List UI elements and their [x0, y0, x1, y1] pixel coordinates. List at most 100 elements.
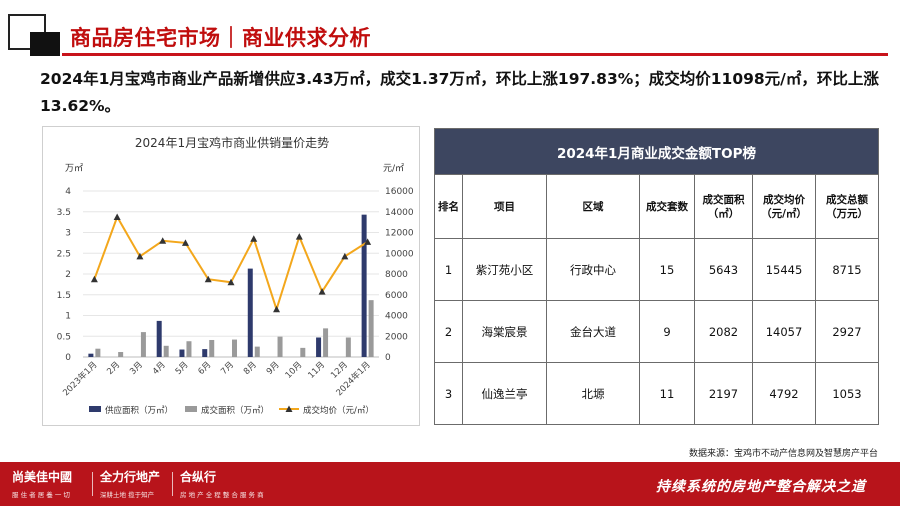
x-tick-label: 11月	[306, 360, 327, 381]
right-tick-label: 12000	[385, 229, 414, 239]
sales-bar	[118, 352, 124, 357]
x-tick-label: 6月	[196, 360, 213, 377]
table-row: 2 海棠宸景 金台大道 9 2082 14057 2927	[434, 300, 879, 363]
summary-text: 2024年1月宝鸡市商业产品新增供应3.43万㎡，成交1.37万㎡，环比上涨19…	[40, 70, 879, 115]
data-source-note: 数据来源：宝鸡市不动产信息网及智慧房产平台	[688, 449, 878, 459]
right-axis-unit: 元/㎡	[383, 163, 404, 174]
left-tick-label: 2.5	[57, 249, 71, 259]
price-point-marker	[204, 275, 212, 283]
table-cell: 5643	[694, 238, 753, 301]
right-tick-label: 6000	[385, 291, 408, 301]
sales-bar	[95, 348, 101, 357]
table-cell: 4792	[752, 362, 816, 425]
header-divider	[62, 53, 888, 56]
supply-bar	[316, 337, 322, 357]
table-cell: 3	[434, 362, 463, 425]
column-header: 成交总额（万元）	[815, 174, 879, 239]
brand-logo-quanlixing: 全力行地产 深耕土地 揽于知产	[100, 468, 160, 499]
brand-name: 尚美佳中國	[12, 470, 73, 484]
column-header: 成交套数	[639, 174, 695, 239]
table-cell: 9	[639, 300, 695, 363]
table-cell: 1	[434, 238, 463, 301]
table-cell: 行政中心	[546, 238, 640, 301]
x-tick-label: 4月	[151, 360, 168, 377]
column-header: 成交面积（㎡）	[694, 174, 753, 239]
table-cell: 仙逸兰亭	[462, 362, 547, 425]
right-tick-label: 0	[385, 353, 391, 363]
sales-bar	[345, 337, 351, 357]
price-point-marker	[159, 237, 167, 244]
price-point-marker	[227, 278, 235, 286]
table-header-row: 排名 项目 区域 成交套数 成交面积（㎡） 成交均价（元/㎡） 成交总额（万元）	[434, 174, 879, 239]
footer-separator	[92, 472, 93, 496]
legend-label-price: 成交均价（元/㎡）	[303, 405, 374, 416]
left-tick-label: 3.5	[57, 208, 71, 218]
legend-marker-price	[285, 405, 293, 412]
sales-bar	[209, 339, 215, 357]
left-tick-label: 4	[65, 187, 71, 197]
column-header: 成交均价（元/㎡）	[752, 174, 816, 239]
table-cell: 11	[639, 362, 695, 425]
page-title: 商品房住宅市场｜商业供求分析	[70, 26, 371, 50]
sales-bar	[254, 346, 260, 357]
price-point-marker	[90, 275, 98, 283]
left-tick-label: 1.5	[57, 291, 71, 301]
table-row: 3 仙逸兰亭 北塬 11 2197 4792 1053	[434, 362, 879, 425]
sales-bar	[232, 339, 237, 357]
header-decoration-block	[30, 32, 60, 56]
supply-bar	[88, 353, 94, 357]
brand-name: 合纵行	[180, 470, 217, 484]
x-tick-label: 10月	[284, 360, 305, 381]
price-point-marker	[364, 238, 372, 245]
right-tick-label: 10000	[385, 249, 414, 259]
price-point-marker	[250, 235, 258, 242]
price-line	[93, 214, 369, 313]
column-header: 项目	[462, 174, 547, 239]
x-tick-label: 2023年1月	[61, 359, 100, 398]
sales-bar	[300, 347, 306, 357]
legend-label-sales: 成交面积（万㎡）	[201, 405, 269, 416]
right-tick-label: 2000	[385, 332, 408, 342]
left-tick-label: 0.5	[57, 332, 71, 342]
left-tick-label: 0	[65, 353, 71, 363]
table-cell: 15445	[752, 238, 816, 301]
left-tick-label: 3	[65, 229, 71, 239]
brand-tagline: 深耕土地 揽于知产	[100, 491, 155, 499]
price-point-marker	[113, 213, 121, 220]
table-cell: 15	[639, 238, 695, 301]
right-tick-label: 14000	[385, 208, 414, 218]
supply-bar	[156, 320, 162, 357]
supply-bar	[361, 214, 367, 357]
sales-bar	[140, 332, 146, 357]
table-cell: 1053	[815, 362, 879, 425]
table-cell: 8715	[815, 238, 879, 301]
supply-bar	[247, 268, 253, 357]
price-point-marker	[341, 252, 349, 260]
sales-bar	[368, 300, 374, 357]
table-cell: 海棠宸景	[462, 300, 547, 363]
right-tick-label: 8000	[385, 270, 408, 280]
footer-bar: 尚美佳中國 服 住 者 居 養 一 切 全力行地产 深耕土地 揽于知产 合纵行 …	[0, 462, 900, 506]
sales-bar	[277, 336, 283, 357]
brand-tagline: 服 住 者 居 養 一 切	[12, 491, 70, 499]
price-point-marker	[181, 239, 189, 246]
price-point-marker	[318, 288, 326, 295]
table-cell: 金台大道	[546, 300, 640, 363]
x-tick-label: 2月	[105, 360, 122, 377]
x-tick-label: 9月	[265, 360, 282, 377]
footer-slogan: 持续系统的房地产整合解决之道	[656, 479, 866, 495]
legend-swatch-sales	[185, 406, 197, 412]
legend-swatch-supply	[89, 406, 101, 412]
table-cell: 紫汀苑小区	[462, 238, 547, 301]
right-tick-label: 16000	[385, 187, 414, 197]
x-tick-label: 5月	[174, 360, 191, 377]
table-title: 2024年1月商业成交金额TOP榜	[434, 128, 879, 175]
brand-tagline: 房 地 产 全 程 整 合 服 务 商	[180, 491, 264, 499]
supply-bar	[179, 349, 185, 357]
sales-bar	[163, 345, 169, 357]
sales-bar	[186, 341, 192, 357]
x-tick-label: 3月	[128, 360, 145, 377]
legend-label-supply: 供应面积（万㎡）	[105, 405, 173, 416]
chart-title: 2024年1月宝鸡市商业供销量价走势	[135, 135, 329, 150]
table-cell: 北塬	[546, 362, 640, 425]
